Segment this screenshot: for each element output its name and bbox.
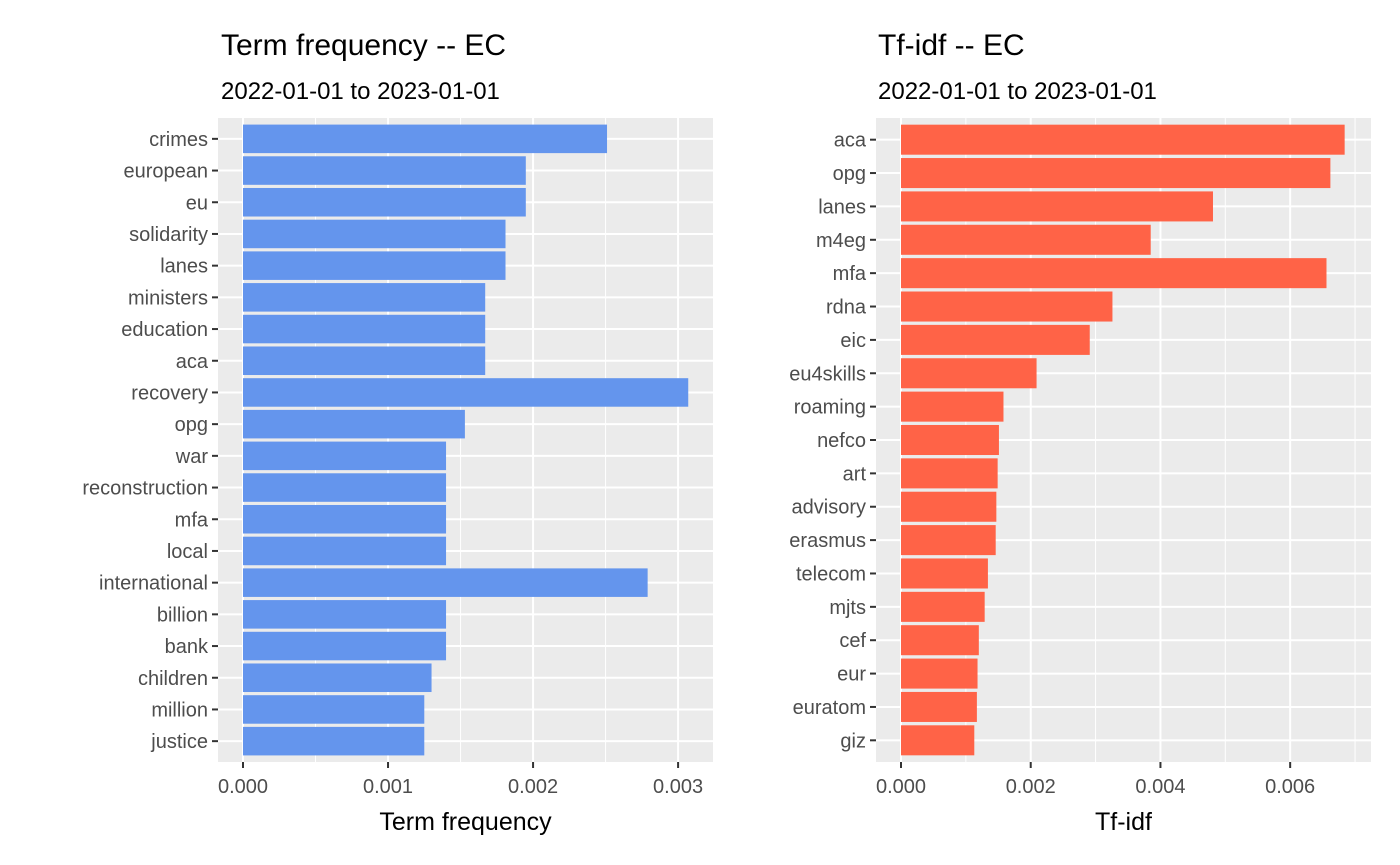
chart-2-bar-rdna bbox=[901, 291, 1113, 322]
chart-1-title: Term frequency -- EC bbox=[221, 29, 506, 62]
chart-1-bar-local bbox=[243, 536, 447, 566]
chart-2-category-label: roaming bbox=[794, 397, 866, 419]
chart-2-category-label: eur bbox=[837, 664, 866, 686]
chart-1-bar-war bbox=[243, 441, 447, 471]
chart-2-category-label: rdna bbox=[826, 297, 867, 319]
chart-1-bar-eu bbox=[243, 187, 526, 217]
chart-1-category-label: crimes bbox=[149, 129, 208, 151]
chart-2-bar-lanes bbox=[901, 191, 1213, 222]
chart-1-bar-bank bbox=[243, 631, 447, 661]
chart-2-bar-mfa bbox=[901, 258, 1327, 289]
chart-1-category-label: recovery bbox=[131, 382, 208, 404]
chart-2-bar-art bbox=[901, 458, 998, 489]
chart-2-bar-advisory bbox=[901, 491, 997, 522]
chart-1-category-label: international bbox=[99, 573, 208, 595]
chart-2-bar-mjts bbox=[901, 591, 985, 622]
chart-2-category-label: art bbox=[843, 463, 867, 485]
chart-1-category-label: children bbox=[138, 668, 208, 690]
chart-1-category-label: lanes bbox=[160, 256, 208, 278]
chart-1-bar-children bbox=[243, 663, 432, 693]
chart-1-bar-european bbox=[243, 156, 526, 185]
chart-2-bar-roaming bbox=[901, 391, 1004, 422]
chart-1-category-label: bank bbox=[165, 636, 209, 658]
chart-1-x-tick-label: 0.001 bbox=[363, 776, 413, 798]
chart-1-category-label: reconstruction bbox=[82, 478, 208, 500]
chart-1-bar-recovery bbox=[243, 378, 689, 407]
chart-2-category-label: mjts bbox=[829, 597, 866, 619]
chart-1-category-label: solidarity bbox=[129, 224, 208, 246]
chart-2-bar-m4eg bbox=[901, 224, 1151, 255]
chart-1-category-label: european bbox=[123, 161, 208, 183]
chart-2-category-label: m4eg bbox=[816, 230, 866, 252]
chart-1-category-label: ministers bbox=[128, 287, 208, 309]
chart-2-category-label: eu4skills bbox=[789, 363, 866, 385]
chart-1-x-tick-label: 0.000 bbox=[218, 776, 268, 798]
chart-1-category-label: justice bbox=[150, 731, 208, 753]
chart-2-category-label: aca bbox=[834, 130, 867, 152]
chart-2-bar-eur bbox=[901, 658, 978, 689]
chart-1-category-label: billion bbox=[157, 604, 208, 626]
chart-2-category-label: eic bbox=[840, 330, 866, 352]
chart-1: Term frequency -- EC 2022-01-01 to 2023-0… bbox=[82, 29, 713, 836]
chart-2-category-label: erasmus bbox=[789, 530, 866, 552]
chart-1-subtitle: 2022-01-01 to 2023-01-01 bbox=[221, 78, 500, 105]
chart-2-category-label: opg bbox=[833, 163, 866, 185]
chart-2-x-tick-label: 0.004 bbox=[1135, 776, 1185, 798]
chart-2-category-label: advisory bbox=[792, 497, 866, 519]
chart-2-title: Tf-idf -- EC bbox=[878, 29, 1025, 62]
chart-2-category-label: telecom bbox=[796, 563, 866, 585]
chart-1-x-tick-label: 0.002 bbox=[508, 776, 558, 798]
chart-1-bar-opg bbox=[243, 409, 465, 439]
chart-2-subtitle: 2022-01-01 to 2023-01-01 bbox=[878, 78, 1157, 105]
chart-2-category-label: euratom bbox=[793, 697, 866, 719]
chart-1-category-label: education bbox=[121, 319, 208, 341]
chart-1-category-label: local bbox=[167, 541, 208, 563]
chart-1-bar-ministers bbox=[243, 283, 486, 312]
chart-1-bar-lanes bbox=[243, 251, 506, 280]
chart-1-category-label: mfa bbox=[175, 509, 209, 531]
chart-1-bar-billion bbox=[243, 600, 447, 629]
chart-2-category-label: giz bbox=[840, 730, 866, 752]
chart-2-bar-eu4skills bbox=[901, 358, 1037, 389]
chart-2-bar-opg bbox=[901, 158, 1331, 189]
chart-2-bar-aca bbox=[901, 124, 1345, 155]
chart-1-category-label: opg bbox=[175, 414, 208, 436]
chart-2-category-label: cef bbox=[839, 630, 866, 652]
chart-2-x-tick-label: 0.002 bbox=[1006, 776, 1056, 798]
chart-1-category-label: million bbox=[151, 699, 208, 721]
chart-2-category-label: nefco bbox=[817, 430, 866, 452]
chart-1-category-label: eu bbox=[186, 192, 208, 214]
chart-1-bar-justice bbox=[243, 726, 425, 756]
chart-1-bar-crimes bbox=[243, 124, 608, 154]
chart-2-bar-euratom bbox=[901, 691, 977, 722]
chart-2-bar-nefco bbox=[901, 424, 999, 456]
chart-1-x-axis-title: Term frequency bbox=[379, 808, 552, 836]
chart-1-bar-solidarity bbox=[243, 219, 506, 249]
chart-1-bar-million bbox=[243, 695, 425, 724]
chart-1-bar-aca bbox=[243, 346, 486, 376]
chart-2-x-tick-label: 0.000 bbox=[876, 776, 926, 798]
chart-2-x-axis-title: Tf-idf bbox=[1095, 808, 1152, 836]
chart-1-category-label: aca bbox=[176, 351, 209, 373]
chart-1-category-label: war bbox=[175, 446, 209, 468]
chart-1-bar-international bbox=[243, 568, 648, 597]
chart-1-bar-reconstruction bbox=[243, 473, 447, 502]
chart-2-bar-giz bbox=[901, 725, 975, 756]
chart-1-bar-education bbox=[243, 314, 486, 344]
chart-2-x-tick-label: 0.006 bbox=[1265, 776, 1315, 798]
chart-2-bar-telecom bbox=[901, 558, 988, 589]
chart-2-bar-cef bbox=[901, 625, 979, 656]
chart-2-category-label: lanes bbox=[818, 196, 866, 218]
chart-2-bar-eic bbox=[901, 324, 1090, 355]
chart-2-bar-erasmus bbox=[901, 525, 996, 556]
chart-1-x-tick-label: 0.003 bbox=[653, 776, 703, 798]
chart-2-category-label: mfa bbox=[833, 263, 867, 285]
chart-1-bar-mfa bbox=[243, 504, 447, 534]
chart-2: Tf-idf -- EC 2022-01-01 to 2023-01-01 aca o… bbox=[789, 29, 1371, 836]
